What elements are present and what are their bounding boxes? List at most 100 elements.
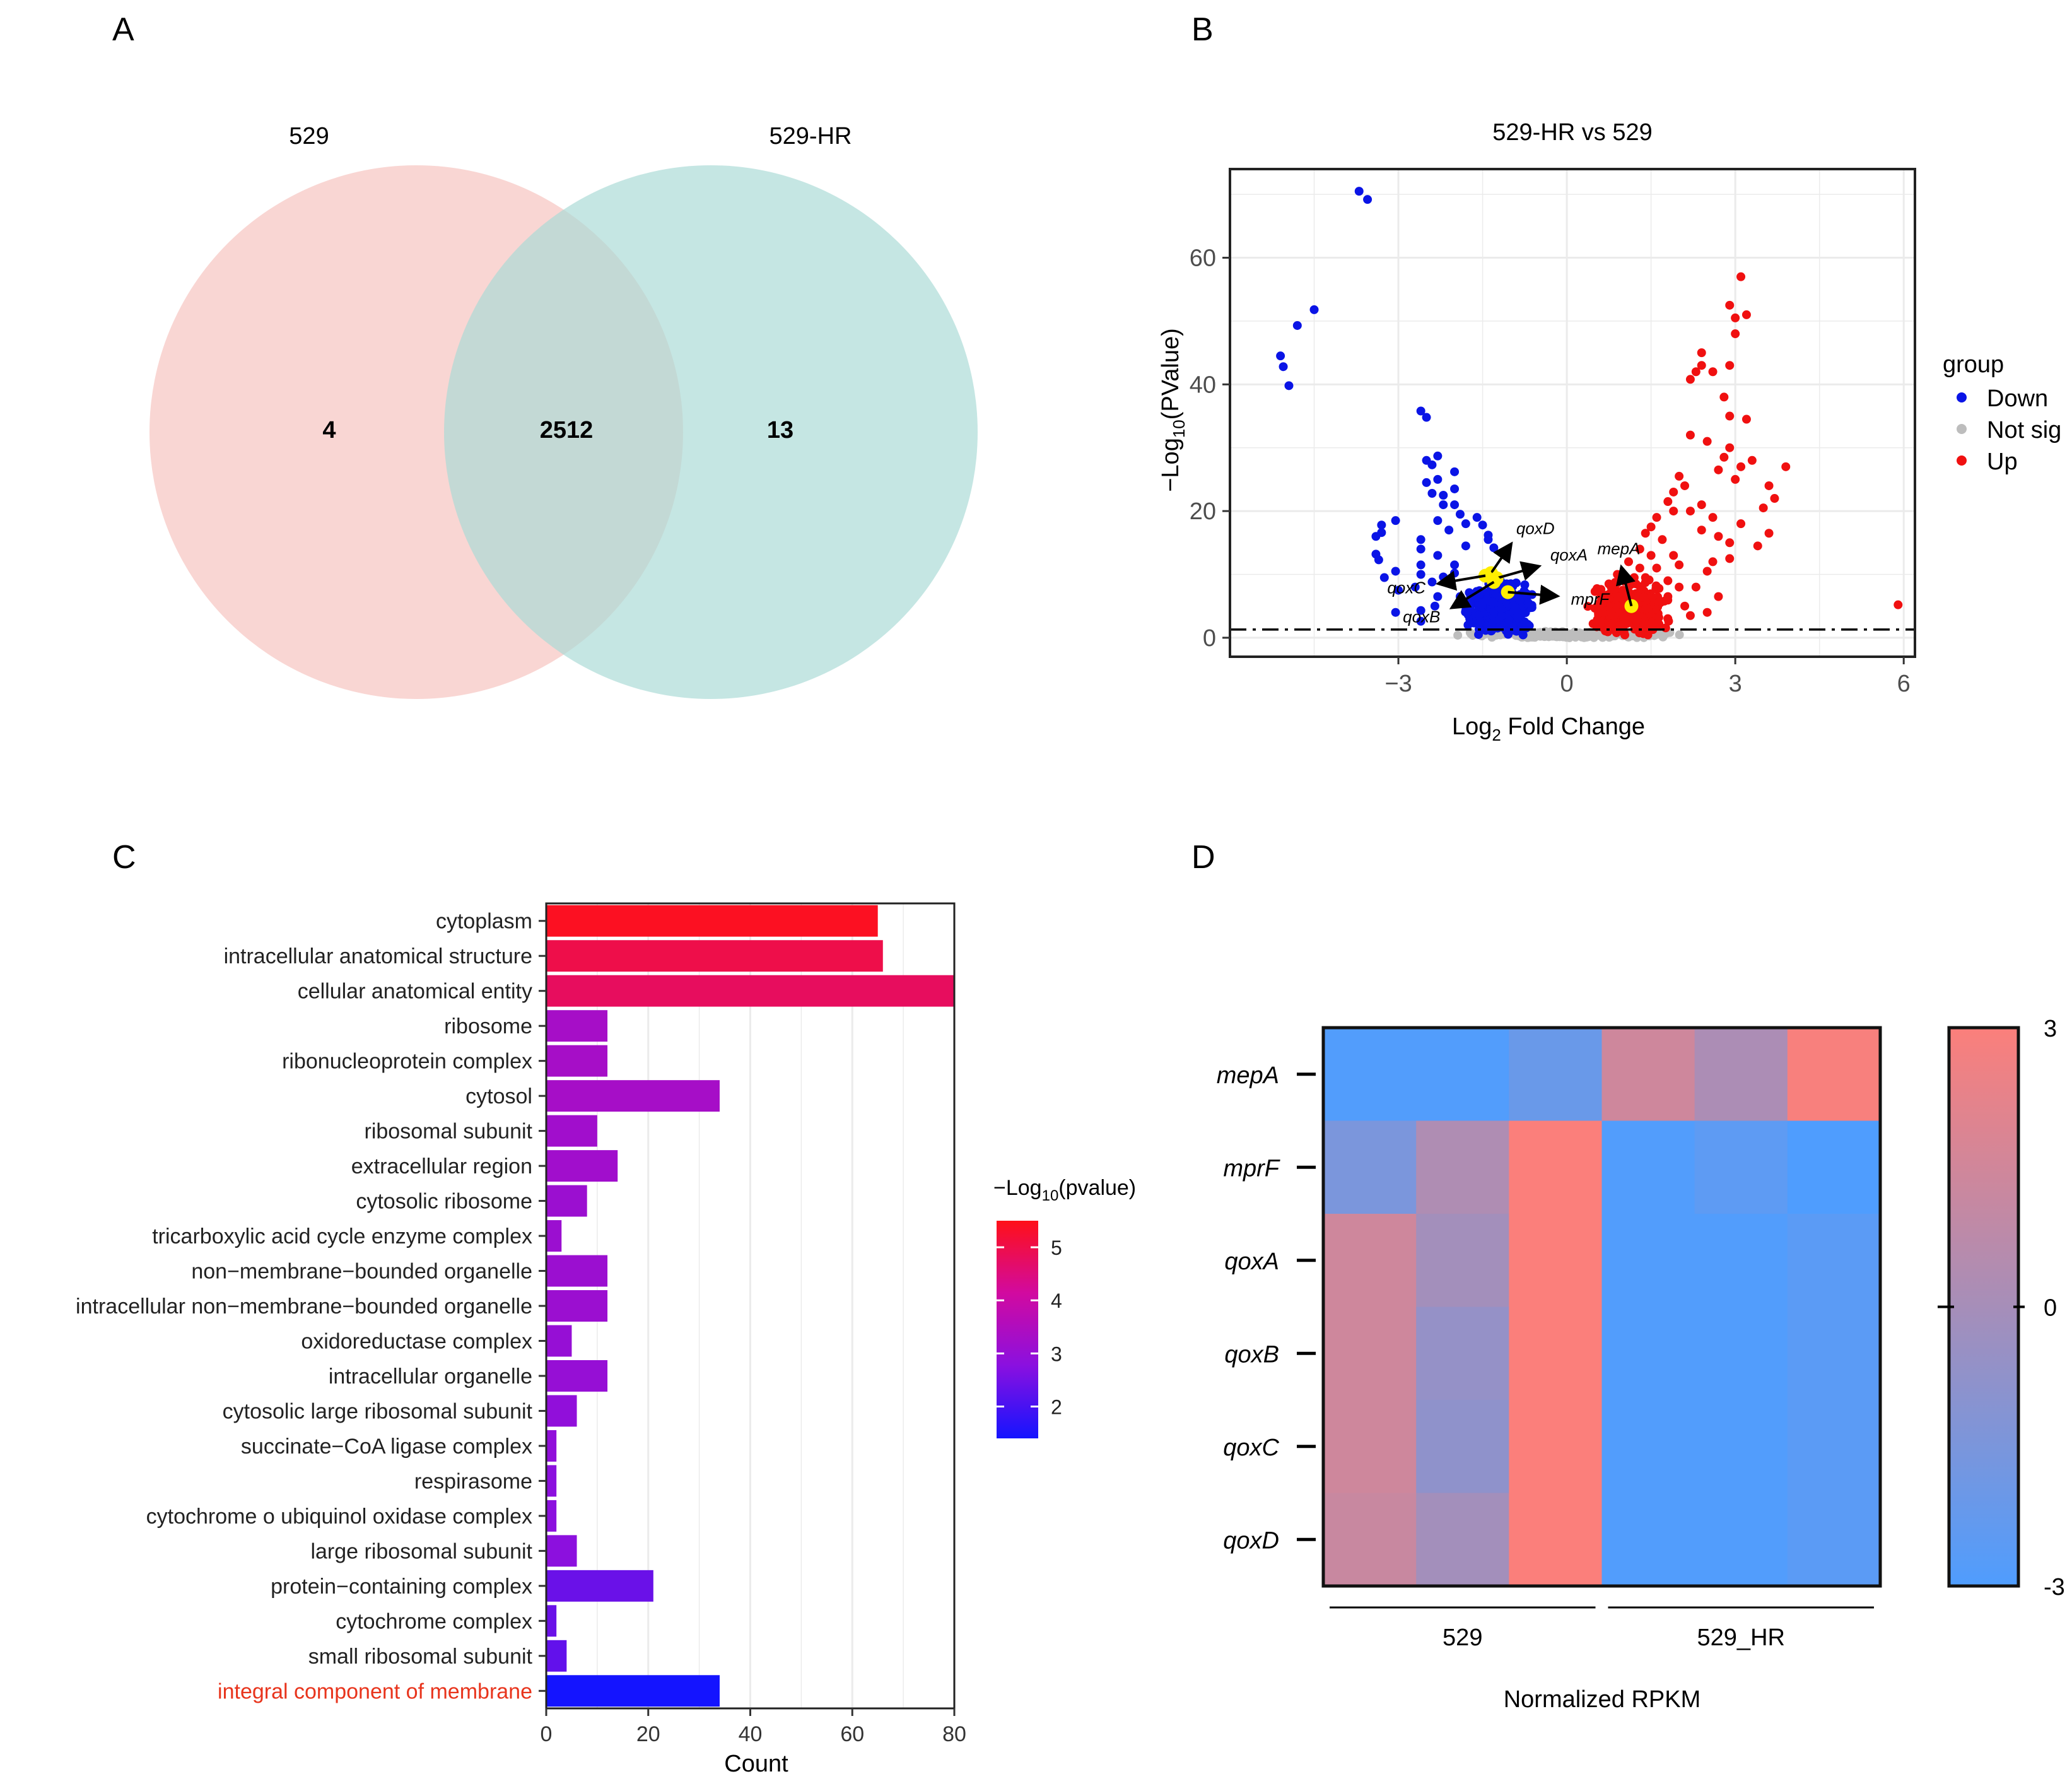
volcano-point-down	[1509, 626, 1519, 635]
bar-category-label: intracellular organelle	[329, 1365, 532, 1389]
heatmap-row-label: qoxD	[1223, 1527, 1279, 1554]
volcano-point-up	[1702, 437, 1712, 446]
heatmap-cell	[1694, 1214, 1788, 1307]
volcano-point-not-sig	[1534, 630, 1543, 639]
venn-count-529-only: 4	[322, 417, 336, 444]
volcano-point-down	[1439, 491, 1448, 500]
bar-category-label: oxidoreductase complex	[301, 1329, 532, 1353]
bar-colorbar-tick-label: 3	[1051, 1342, 1062, 1365]
volcano-point-down	[1444, 526, 1454, 535]
volcano-point-down	[1461, 541, 1470, 551]
bar	[546, 1535, 577, 1567]
volcano-point-up	[1663, 592, 1673, 601]
volcano-point-up	[1639, 592, 1649, 602]
volcano-point-down	[1427, 577, 1437, 587]
heatmap-scale-label: 3	[2044, 1016, 2057, 1042]
panel-label-d: D	[1191, 839, 1215, 876]
volcano-point-up	[1731, 313, 1740, 322]
volcano-point-not-sig	[1466, 629, 1476, 638]
volcano-point-down	[1416, 570, 1425, 579]
volcano-point-down	[1463, 620, 1473, 630]
volcano-point-down	[1433, 451, 1443, 461]
volcano-point-down	[1410, 582, 1420, 592]
legend-label-not-sig: Not sig	[1987, 417, 2061, 444]
volcano-point-up	[1747, 455, 1757, 465]
heatmap-cell	[1787, 1120, 1881, 1214]
volcano-point-up	[1669, 507, 1678, 516]
volcano-point-up	[1641, 573, 1650, 582]
legend-swatch-up	[1957, 455, 1967, 466]
heatmap-cell	[1509, 1214, 1602, 1307]
heatmap-cell	[1694, 1028, 1788, 1121]
heatmap-cell	[1694, 1493, 1788, 1587]
volcano-point-up	[1731, 329, 1740, 339]
venn-count-529-hr-only: 13	[767, 417, 793, 444]
volcano-point-down	[1520, 620, 1530, 629]
bar-colorbar-gradient	[997, 1221, 1038, 1438]
heatmap-cell	[1416, 1214, 1509, 1307]
volcano-point-down	[1502, 626, 1511, 636]
volcano-point-down	[1450, 568, 1460, 578]
bar-category-label: tricarboxylic acid cycle enzyme complex	[152, 1225, 532, 1248]
volcano-title: 529-HR vs 529	[1492, 119, 1652, 146]
volcano-point-down	[1475, 610, 1484, 620]
bar-x-tick-label: 40	[739, 1722, 763, 1746]
volcano-point-down	[1433, 474, 1443, 484]
bar-category-label: cytochrome complex	[336, 1609, 532, 1633]
heatmap-cell	[1416, 1493, 1509, 1587]
volcano-point-down	[1450, 484, 1460, 493]
volcano-frame	[1229, 168, 1916, 658]
volcano-point-down	[1433, 516, 1443, 526]
volcano-point-up	[1603, 627, 1612, 637]
volcano-point-down	[1416, 535, 1425, 544]
volcano-point-up	[1697, 348, 1706, 358]
volcano-point-up	[1719, 392, 1729, 402]
bar-category-label: cytochrome o ubiquinol oxidase complex	[146, 1505, 532, 1529]
volcano-point-down	[1377, 520, 1386, 530]
heatmap-cell	[1323, 1120, 1417, 1214]
volcano-point-up	[1685, 430, 1695, 440]
volcano-point-down	[1450, 500, 1460, 510]
bar	[546, 1115, 597, 1147]
volcano-point-down	[1309, 305, 1319, 314]
volcano-point-up	[1629, 573, 1639, 582]
heatmap-cell	[1509, 1400, 1602, 1493]
bar-colorbar-tick-label: 4	[1051, 1289, 1062, 1312]
bar-category-label: intracellular anatomical structure	[224, 944, 532, 968]
volcano-point-down	[1433, 551, 1443, 560]
volcano-point-up	[1635, 628, 1644, 638]
volcano-point-not-sig	[1548, 630, 1557, 640]
volcano-y-tick-label: 40	[1190, 372, 1216, 398]
heatmap-cell	[1323, 1400, 1417, 1493]
bar	[546, 1360, 608, 1392]
volcano-point-down	[1439, 500, 1448, 510]
heatmap-cell	[1601, 1120, 1695, 1214]
volcano-y-tick-label: 20	[1190, 498, 1216, 525]
volcano-point-down	[1465, 599, 1475, 608]
heatmap-cell	[1601, 1493, 1695, 1587]
bar-category-label: cytoplasm	[436, 910, 532, 934]
volcano-point-up	[1708, 367, 1718, 377]
heatmap-row-label: qoxC	[1223, 1435, 1279, 1461]
volcano-point-down	[1518, 630, 1528, 640]
volcano-gene-label: qoxD	[1516, 519, 1555, 537]
volcano-point-up	[1714, 465, 1723, 474]
bar	[546, 1325, 572, 1357]
volcano-point-up	[1618, 585, 1628, 595]
volcano-point-up	[1725, 411, 1735, 421]
volcano-gene-annotations: qoxD qoxA qoxC qoxB mprF mepA	[1387, 519, 1640, 626]
volcano-point-up	[1652, 563, 1661, 573]
volcano-point-down	[1391, 516, 1400, 526]
volcano-point-up	[1652, 513, 1661, 522]
volcano-point-not-sig	[1565, 630, 1574, 640]
volcano-point-down	[1430, 601, 1439, 611]
bar-category-label: cellular anatomical entity	[298, 980, 532, 1004]
bar-category-label: succinate−CoA ligase complex	[241, 1435, 532, 1459]
heatmap-cell	[1601, 1028, 1695, 1121]
volcano-point-up	[1608, 620, 1617, 629]
volcano-point-down	[1433, 592, 1443, 601]
volcano-points	[1276, 187, 1903, 642]
heatmap-cell	[1416, 1120, 1509, 1214]
heatmap-cell	[1323, 1214, 1417, 1307]
heatmap-frame	[1321, 1026, 1882, 1588]
